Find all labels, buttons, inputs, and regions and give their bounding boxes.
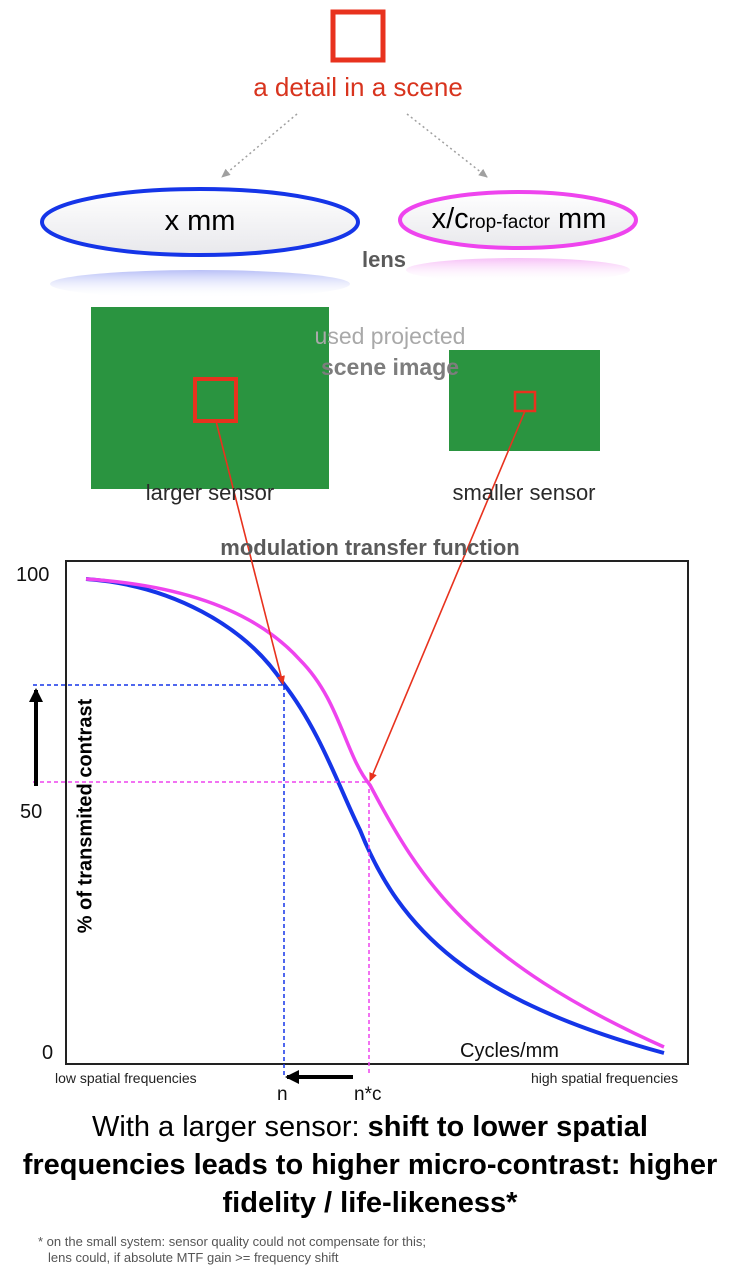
large-sensor-rect (91, 307, 329, 489)
y-tick-0: 0 (42, 1042, 54, 1064)
y-axis-label: % of transmited contrast (74, 698, 97, 934)
large-lens-reflection (50, 270, 350, 298)
y-tick-50: 50 (20, 801, 43, 823)
red-arrow-large-sensor (215, 420, 285, 685)
detail-label: a detail in a scene (253, 72, 463, 102)
small-lens-label-prefix: x/c (431, 203, 469, 235)
mtf-chart-frame (65, 560, 689, 1065)
small-sensor-label: smaller sensor (452, 480, 596, 505)
large-lens-label: x mm (164, 205, 236, 237)
large-system-mtf-curve (85, 577, 665, 1055)
small-lens-label-sub: rop-factor (468, 212, 550, 233)
lens-caption: lens (362, 247, 407, 272)
detail-square-icon (330, 9, 386, 63)
footnote-line1: * on the small system: sensor quality co… (38, 1234, 427, 1249)
footnote: * on the small system: sensor quality co… (38, 1234, 638, 1266)
small-lens-label-suffix: mm (550, 203, 607, 235)
y-tick-100: 100 (16, 564, 50, 586)
small-lens-reflection (406, 258, 630, 282)
small-system-reference-line (33, 781, 370, 1075)
mtf-title: modulation transfer function (220, 535, 520, 560)
conclusion-plain: With a larger sensor: (92, 1111, 368, 1143)
large-system-reference-line (33, 684, 285, 1075)
large-sensor-label: larger sensor (145, 480, 275, 505)
small-sensor-rect (449, 350, 600, 451)
projection-caption-line2: scene image (320, 354, 460, 380)
small-lens-label: x/crop-factor mm (400, 203, 638, 236)
n-marker-label: n (277, 1084, 288, 1105)
small-system-mtf-curve (85, 577, 665, 1049)
low-frequency-label: low spatial frequencies (55, 1070, 197, 1086)
small-lens-shape (398, 190, 638, 250)
projection-caption-line1: used projected (314, 323, 466, 349)
large-lens-shape (40, 187, 360, 257)
arrow-to-left-lens (221, 113, 298, 178)
x-axis-label: Cycles/mm (460, 1040, 559, 1062)
conclusion-text: With a larger sensor: shift to lower spa… (20, 1108, 720, 1222)
red-arrow-small-sensor (369, 410, 526, 782)
footnote-line2: lens could, if absolute MTF gain >= freq… (48, 1250, 339, 1265)
conclusion-bold: shift to lower spatial frequencies leads… (22, 1111, 718, 1219)
nc-marker-label: n*c (354, 1084, 382, 1105)
large-sensor-detail-square (193, 377, 238, 423)
high-frequency-label: high spatial frequencies (531, 1070, 679, 1086)
arrow-to-right-lens (406, 113, 488, 178)
